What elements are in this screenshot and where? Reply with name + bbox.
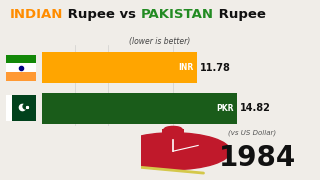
Bar	[6, 95, 36, 121]
Bar	[6, 95, 12, 121]
Circle shape	[164, 126, 182, 132]
Text: (vs US Dollar): (vs US Dollar)	[228, 130, 276, 136]
Bar	[42, 52, 197, 83]
Text: 1984: 1984	[219, 144, 296, 172]
Bar	[6, 72, 36, 81]
Circle shape	[116, 133, 230, 170]
Bar	[162, 129, 184, 134]
Bar	[6, 63, 36, 72]
Text: Rupee vs: Rupee vs	[63, 8, 140, 21]
Text: (lower is better): (lower is better)	[129, 37, 191, 46]
Text: PKR: PKR	[216, 104, 234, 113]
Bar	[42, 93, 237, 123]
Text: INR: INR	[179, 63, 194, 72]
Bar	[6, 55, 36, 63]
Text: INDIAN: INDIAN	[10, 8, 63, 21]
Text: 11.78: 11.78	[200, 63, 230, 73]
Text: Rupee: Rupee	[214, 8, 266, 21]
Text: 14.82: 14.82	[240, 103, 270, 113]
Text: PAKISTAN: PAKISTAN	[140, 8, 214, 21]
